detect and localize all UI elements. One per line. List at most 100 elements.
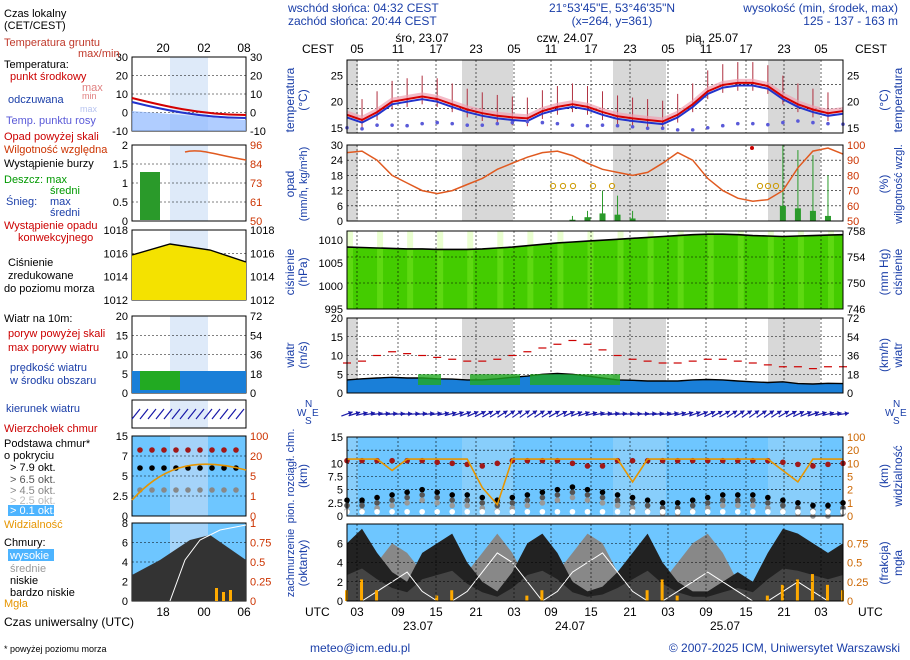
legend-snow: Śnieg:	[6, 195, 37, 208]
utc-hour-1: 09	[391, 605, 405, 619]
wind-arrow-head	[539, 410, 545, 415]
legend-cloud-base-mark-7	[221, 465, 227, 471]
cloud-base-mark-4	[674, 508, 681, 515]
cloud-base-mark	[795, 500, 801, 506]
cloud-base-mark-2	[419, 492, 425, 498]
day-label-1: śro, 23.07	[395, 31, 449, 45]
cloud-base-mark-3	[539, 500, 546, 506]
storm-mark-0	[549, 182, 557, 190]
wind-arrow-head	[710, 410, 716, 416]
cover-tick-L-2: 4	[337, 558, 343, 570]
humidity-axis-unit: (%)	[877, 175, 891, 194]
kmh-tick-R-2: 36	[847, 351, 859, 363]
dew-point-mark	[435, 120, 439, 125]
humidity-tick-R-1: 60	[847, 201, 859, 213]
legend-cloud-top-mark-0	[137, 447, 143, 453]
wind-arrow-head	[495, 410, 501, 416]
wind-arrow-head	[585, 410, 590, 416]
pressure-streak	[437, 231, 444, 309]
legend-local-time-2: (CET/CEST)	[4, 20, 66, 32]
legend-temp-rtick-1: 20	[250, 71, 262, 83]
wind-arrow-head	[799, 410, 805, 416]
legend-temp-tick-3: 0	[122, 108, 128, 120]
wind-arrow-head	[695, 410, 701, 416]
wind-arrow	[570, 410, 583, 417]
fog-bar	[765, 595, 769, 601]
legend-temp-rtick-0: 30	[250, 52, 262, 64]
cloud-base-mark-2	[389, 497, 395, 504]
legend-wind-rtick-3: 18	[250, 369, 262, 381]
legend-visibility: Widzialność	[4, 519, 63, 531]
legend-cloud-base-2: o pokryciu	[4, 450, 54, 462]
wind-arrow	[497, 410, 508, 418]
storm-mark-7	[772, 182, 780, 190]
temp-night-1	[462, 60, 513, 133]
legend-cover-tick-0: 8	[122, 518, 128, 530]
legend-cloud-rtick-2: 5	[250, 471, 256, 483]
legend-cover-sample	[132, 535, 246, 601]
wind-arrow	[711, 410, 723, 418]
wind-green-2	[530, 374, 620, 385]
legend-wind-dir: kierunek wiatru	[6, 403, 80, 415]
fog-bar	[375, 590, 379, 601]
compass-n-right: N	[893, 399, 900, 410]
cloud-base-mark	[689, 497, 696, 504]
cloud-base-mark-3	[554, 497, 561, 504]
legend-wind-title: Wiatr na 10m:	[4, 313, 72, 325]
wind-arrow	[836, 411, 850, 417]
cloud-base-mark-4	[825, 508, 831, 515]
compass-s-left: S	[305, 416, 312, 427]
legend-text: Czas lokalny (CET/CEST) Temperatura grun…	[4, 8, 251, 654]
cloud-base-mark	[734, 492, 741, 498]
cloud-tick-L-2: 5	[337, 485, 343, 497]
footer-email[interactable]: meteo@icm.edu.pl	[310, 641, 410, 655]
cover-border	[346, 523, 844, 602]
legend-wind-arrow-1	[139, 408, 149, 420]
compass-w-right: W	[885, 408, 895, 419]
rain-mean-bar	[614, 214, 621, 221]
fog-bar	[825, 584, 829, 601]
cloud-top-mark	[584, 463, 591, 469]
mmhg-tick-R-0: 746	[847, 304, 865, 316]
cloud-tick-L-0: 0	[337, 511, 343, 523]
legend-cloud-base-mark2-4	[185, 487, 191, 493]
legend-wind-tick-4: 0	[122, 388, 128, 400]
fog-tick-3: 0.75	[847, 538, 868, 550]
legend-pressure-3: do poziomu morza	[4, 283, 95, 295]
cloud-base-mark	[614, 492, 621, 498]
wind-tick-L-0: 0	[337, 388, 343, 400]
storm-mark-6	[764, 182, 772, 190]
legend-precip-over: Opad powyżej skali	[4, 131, 99, 143]
grid-text: (x=264, y=361)	[572, 14, 653, 28]
cloud-base-mark	[584, 486, 591, 493]
legend-rain-max: Deszcz: max	[4, 174, 67, 186]
pressure-streak	[767, 231, 774, 309]
wind-arrow	[689, 410, 701, 417]
dew-point-mark	[540, 120, 545, 125]
wind-arrow	[741, 410, 753, 418]
wind-arrow	[548, 410, 560, 418]
cloud-top-mark	[434, 459, 440, 466]
pressure-streak	[737, 231, 744, 309]
cloud-base-mark	[750, 492, 756, 498]
legend-pressure-rtick-3: 1012	[250, 295, 274, 307]
cloud-base-mark-2	[569, 489, 576, 496]
pressure-streak	[467, 231, 474, 309]
legend-wind-arrow-10	[211, 408, 221, 420]
legend-wind-tick-0: 20	[116, 311, 128, 323]
wind-arrow-head	[502, 410, 508, 416]
legend-hour-00: 00	[197, 605, 211, 619]
cloud-base-mark	[599, 489, 606, 496]
legend-hour-08: 08	[237, 41, 251, 55]
wind-arrow-head	[547, 410, 553, 416]
pressure-tick-L-1: 1000	[319, 281, 343, 293]
temp-tick-L-0: 15	[331, 123, 343, 135]
wind-arrow-head	[466, 410, 472, 416]
legend-pressure-rtick-1: 1016	[250, 248, 274, 260]
cloud-tick-L-5: 15	[331, 432, 343, 444]
legend-cover-rtick-1: 0.75	[250, 538, 271, 550]
cloud-base-mark-3	[434, 500, 440, 506]
legend-hour-06: 06	[237, 605, 251, 619]
dew-point-mark	[615, 123, 620, 128]
dew-point-mark	[781, 120, 785, 125]
